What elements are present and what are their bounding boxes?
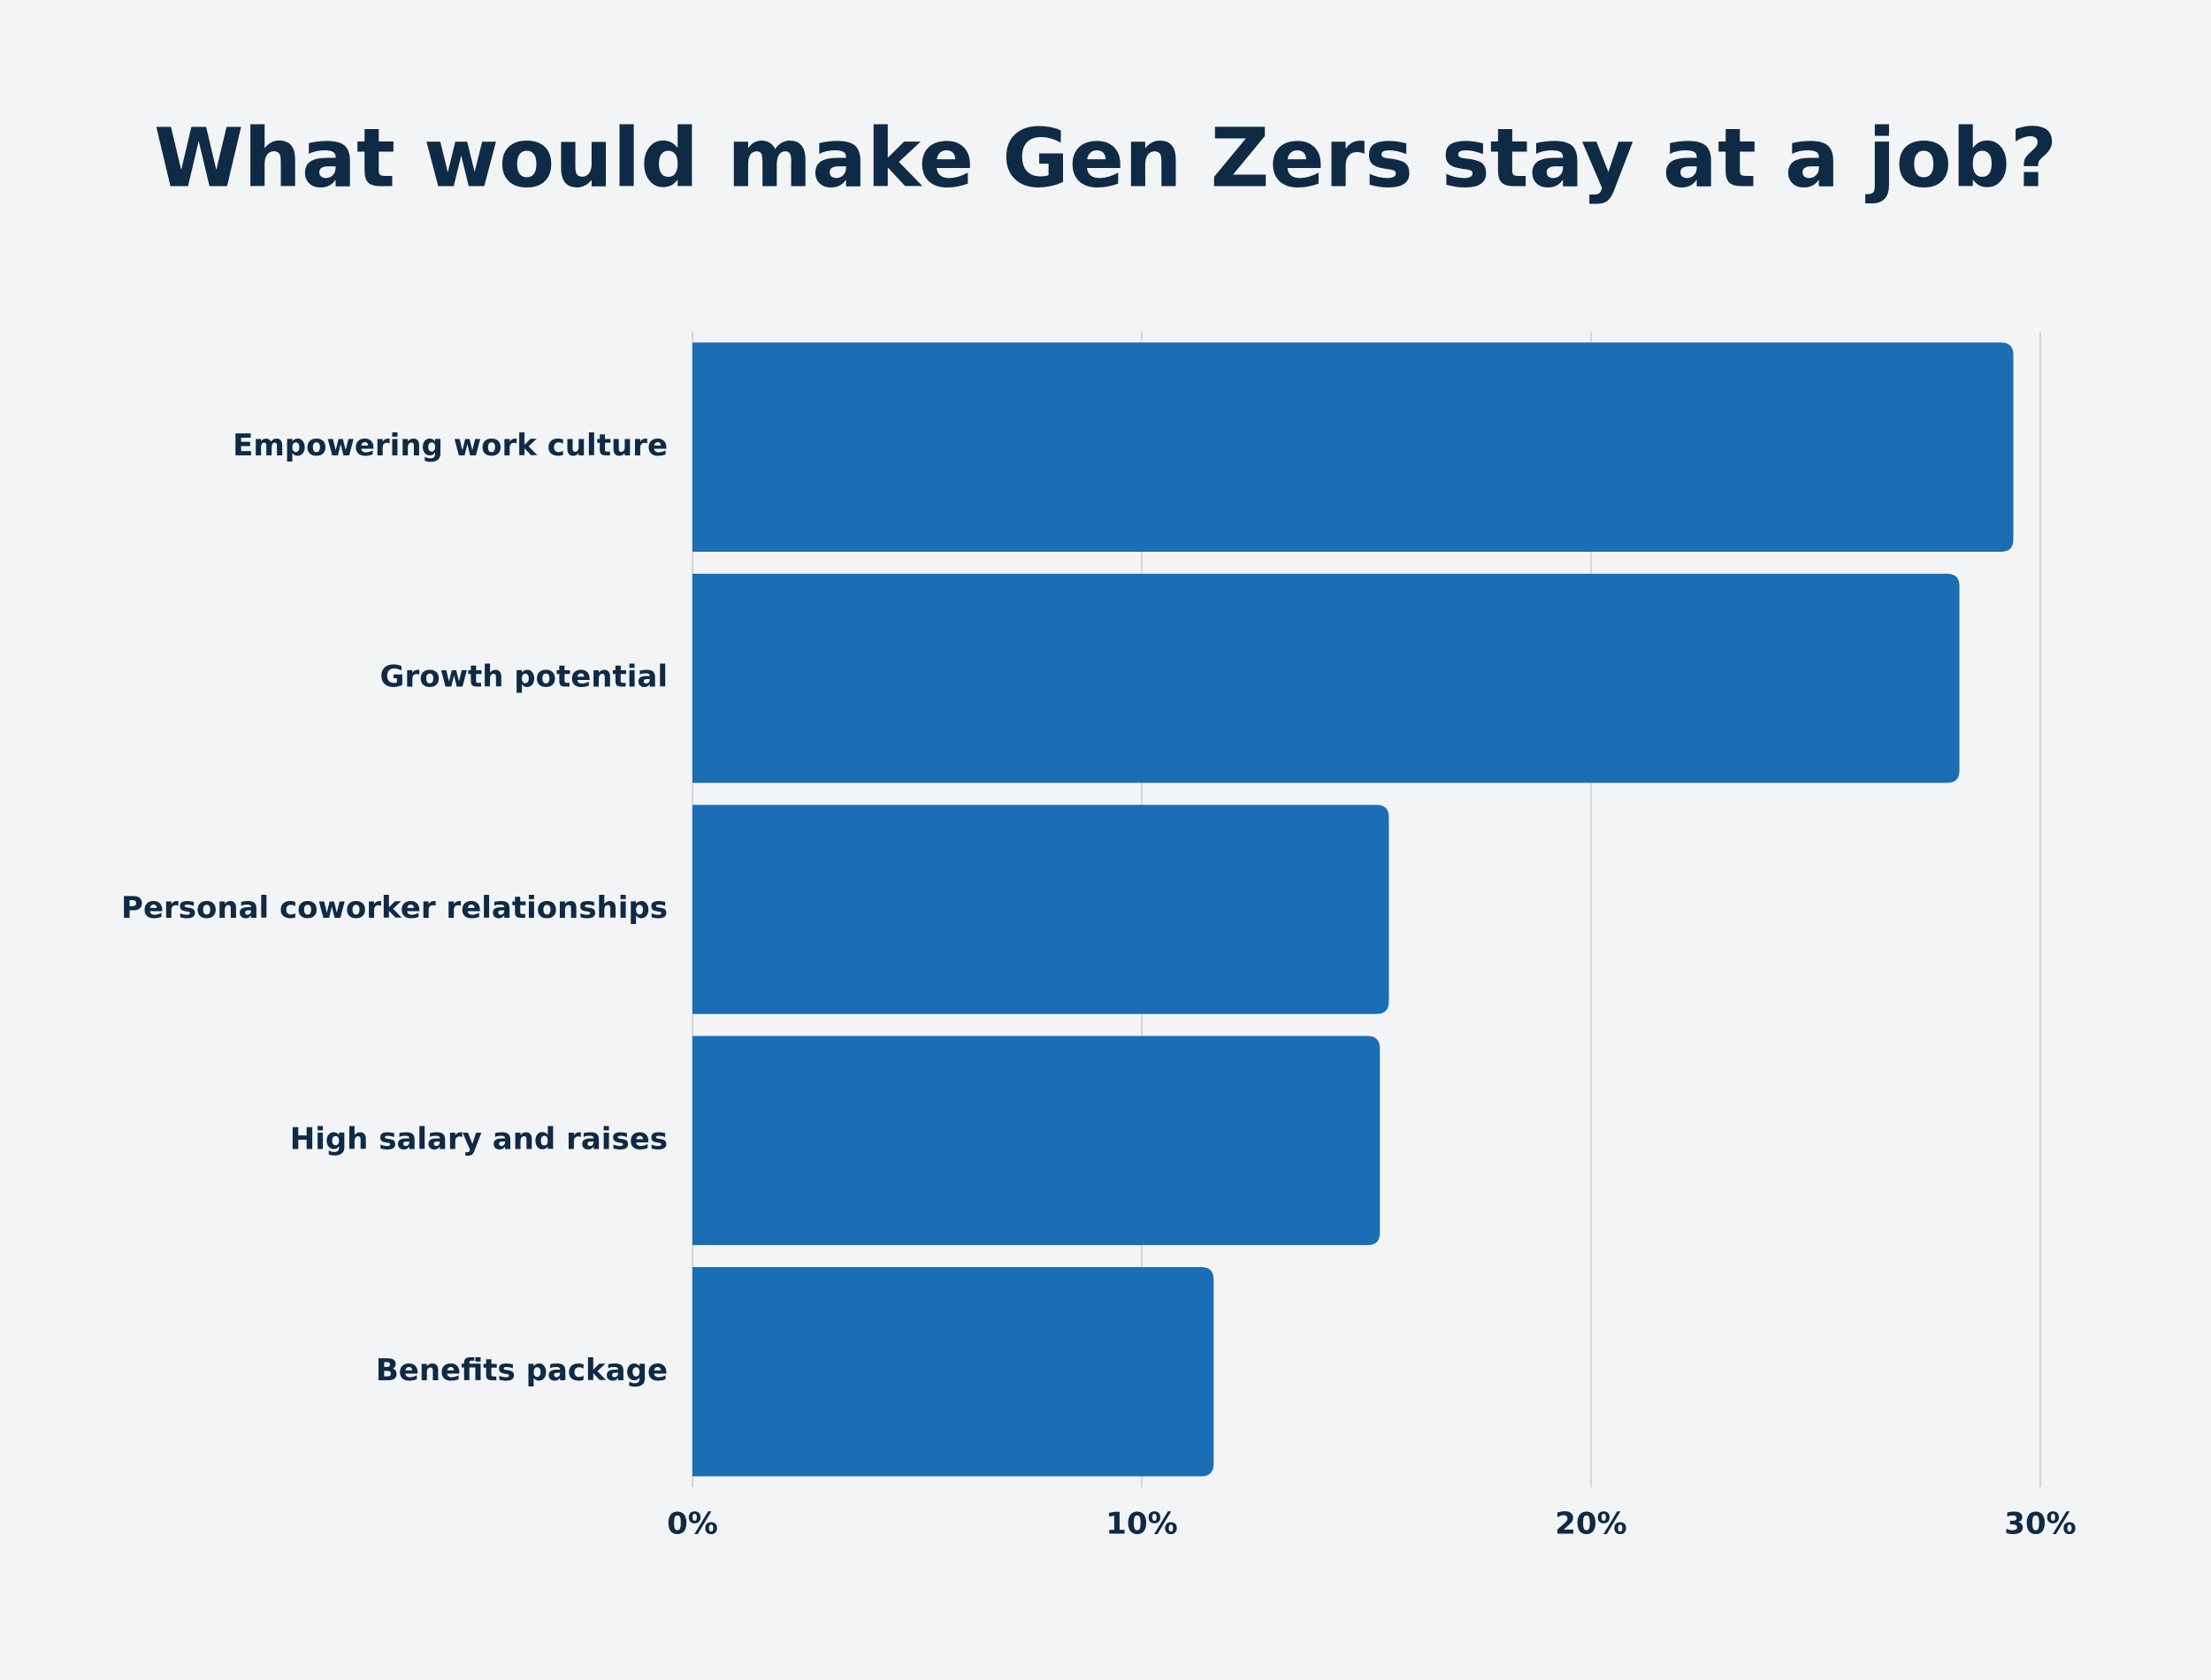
chart-title: What would make Gen Zers stay at a job?	[154, 111, 2057, 205]
bar	[692, 1267, 1214, 1477]
y-tick-label: Benefits package	[376, 1353, 668, 1388]
y-tick-label: High salary and raises	[290, 1121, 668, 1157]
x-tick-label: 0%	[667, 1507, 718, 1542]
bar	[692, 342, 2014, 552]
y-tick-label: Growth potential	[380, 660, 668, 695]
x-tick-label: 30%	[2004, 1507, 2076, 1542]
bar	[692, 1035, 1381, 1246]
bar	[692, 805, 1389, 1014]
y-tick-label: Empowering work culture	[233, 428, 668, 463]
y-tick-label: Personal coworker relationships	[121, 890, 668, 926]
x-tick-label: 10%	[1106, 1507, 1177, 1542]
x-tick-label: 20%	[1555, 1507, 1626, 1542]
bar	[692, 573, 1960, 783]
